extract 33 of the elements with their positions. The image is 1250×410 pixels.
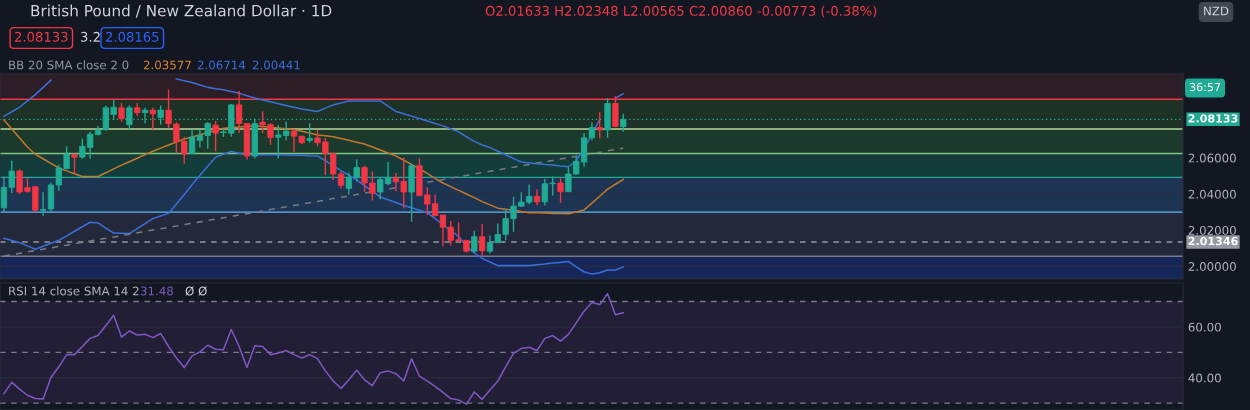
candlestick — [306, 122, 313, 144]
candlestick — [118, 102, 125, 123]
text: 2.08133 — [14, 31, 68, 42]
y-tick-label: 60.00 — [1188, 322, 1221, 332]
candlestick — [557, 177, 564, 204]
text: BB 20 SMA close 2 0 — [9, 60, 129, 70]
candlestick — [620, 113, 627, 133]
candlestick — [478, 223, 486, 257]
annotation: Ø Ø — [185, 286, 207, 296]
y-tick-label: 40.00 — [1188, 373, 1221, 383]
text: 2.08165 — [105, 31, 159, 42]
annotation: 31.48 — [140, 286, 173, 296]
text: 36:57 — [1189, 82, 1221, 92]
y-tick-label: 2.00000 — [1188, 262, 1236, 271]
text: 2.03577 — [143, 60, 191, 70]
annotation: RSI 14 close SMA 14 2 — [9, 286, 139, 296]
candlestick — [596, 111, 603, 140]
y-tick-label: 2.04000 — [1188, 189, 1236, 199]
chart-title: British Pound / New Zealand Dollar · 1D — [31, 4, 332, 18]
ref-line-label: 2.08133 — [1188, 114, 1238, 123]
text: NZD — [1204, 6, 1229, 16]
text: O2.01633 H2.02348 L2.00565 C2.00860 -0.00773 (-0.38%) — [485, 5, 877, 18]
candlestick — [188, 128, 196, 155]
ref-line-label: 2.01346 — [1188, 236, 1238, 246]
line-series — [3, 150, 625, 275]
y-tick-label: 2.02000 — [1188, 225, 1236, 235]
candlestick — [212, 120, 219, 152]
candlestick — [149, 107, 157, 132]
text: 2.00441 — [252, 60, 300, 70]
candlestick — [71, 153, 78, 176]
text: 3.2 — [81, 31, 100, 42]
y-tick-label: 2.06000 — [1188, 153, 1236, 163]
text: 2.06714 — [197, 60, 246, 70]
